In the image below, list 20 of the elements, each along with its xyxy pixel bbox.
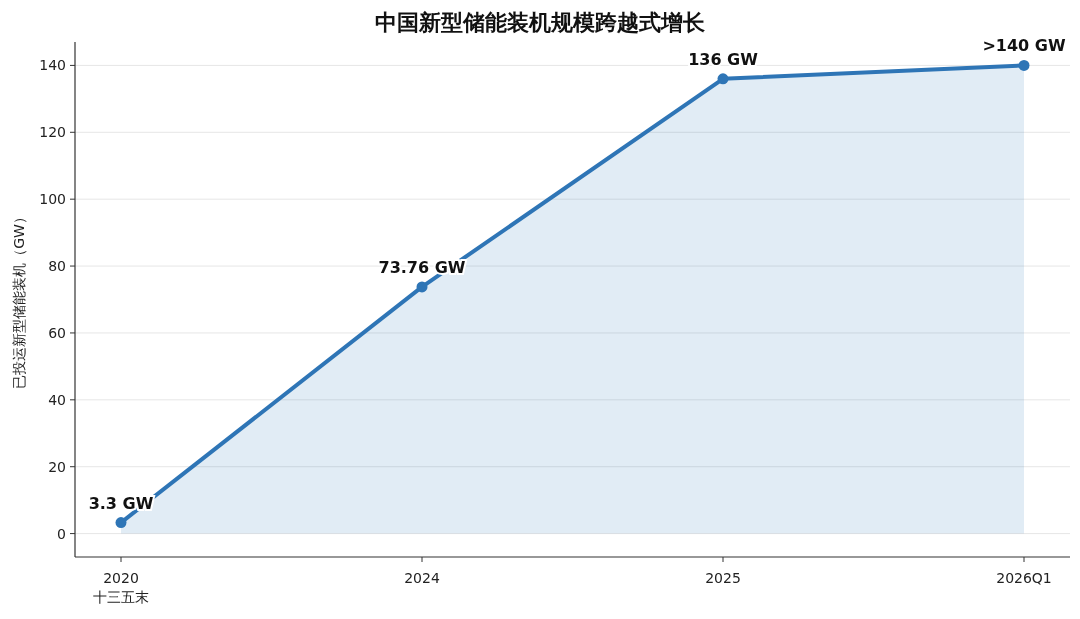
x-tick-label: 2026Q1 <box>996 570 1052 586</box>
y-tick-label: 100 <box>39 191 66 208</box>
data-label: >140 GW <box>982 36 1066 56</box>
point <box>717 73 729 85</box>
y-tick-label: 80 <box>48 258 66 275</box>
y-axis-title: 已投运新型储能装机（GW） <box>11 210 27 389</box>
y-tick-label: 60 <box>48 324 66 341</box>
x-tick-label: 2020 十三五末 <box>93 570 149 605</box>
point <box>1018 59 1030 71</box>
y-tick-label: 0 <box>57 525 66 542</box>
point <box>416 281 428 293</box>
y-tick-label: 20 <box>48 458 66 475</box>
point <box>115 517 127 529</box>
y-tick-label: 140 <box>39 57 66 74</box>
x-tick-label: 2024 <box>404 570 440 586</box>
data-label: 136 GW <box>688 49 759 69</box>
x-tick-label: 2025 <box>705 570 741 586</box>
y-tick-label: 120 <box>39 124 66 141</box>
y-tick-label: 40 <box>48 391 66 408</box>
chart-title: 中国新型储能装机规模跨越式增长 <box>375 10 706 35</box>
